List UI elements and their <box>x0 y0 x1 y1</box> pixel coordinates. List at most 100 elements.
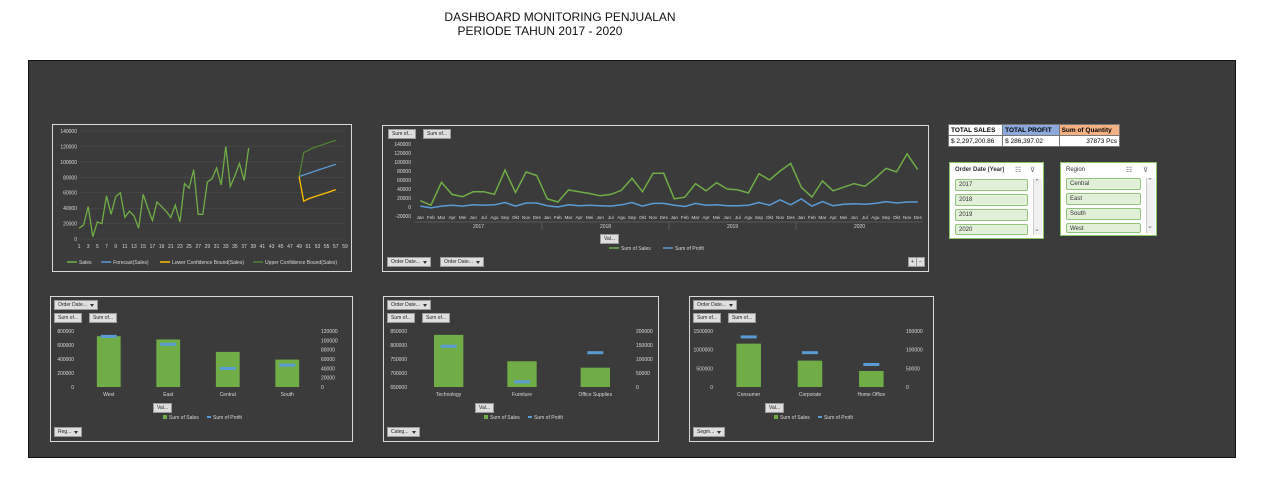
legend-label: Sum of Sales <box>169 415 199 421</box>
field-button-sum-sales[interactable]: Sum of... <box>388 129 417 139</box>
slicer-item-central[interactable]: Central <box>1066 178 1141 190</box>
category-label: Corporate <box>799 392 821 398</box>
region-filter[interactable]: Reg... <box>54 427 83 437</box>
y-tick-label: 20000 <box>397 196 411 202</box>
legend-label: Sum of Profit <box>534 415 564 421</box>
slicer-item-west[interactable]: West <box>1066 223 1141 233</box>
category-chart: 650000 700000 750000 800000 850000 0 50000 1000… <box>383 296 659 442</box>
category-label: Technology <box>436 392 462 398</box>
profit-marker-east <box>160 342 177 346</box>
series-line-3 <box>298 176 337 203</box>
category-label: East <box>163 392 174 398</box>
year-slicer-scrollbar[interactable] <box>1033 179 1042 235</box>
legend-label: Sum of Sales <box>780 415 810 421</box>
series-line-4 <box>298 139 337 177</box>
title-line-1: DASHBOARD MONITORING PENJUALAN <box>444 10 676 24</box>
legend-label: Sales <box>79 260 92 266</box>
order-date-filter[interactable]: Order Date... <box>387 300 431 310</box>
segment-chart: 0 500000 1000000 1500000 0 50000 100000 150000 C… <box>689 296 934 442</box>
legend-swatch <box>528 416 532 418</box>
x-tick-label: 41 <box>260 244 266 250</box>
sales-trend-chart-svg: -20000 0 20000 40000 60000 80000 100000 120000 1… <box>394 142 923 252</box>
y-tick-label: 0 <box>71 385 74 391</box>
field-button-sum-profit[interactable]: Sum of... <box>728 313 757 323</box>
clear-filter-icon[interactable]: ⊽ <box>1030 167 1036 174</box>
profit-marker-home-office <box>863 362 880 366</box>
values-button[interactable]: Val... <box>765 403 785 413</box>
values-button[interactable]: Val... <box>153 403 173 413</box>
sales-bar-office-supplies <box>580 367 610 387</box>
slicer-item-2020[interactable]: 2020 <box>955 224 1028 235</box>
order-date-filter-2[interactable]: Order Date... <box>440 257 484 267</box>
sales-bar-consumer <box>736 343 761 387</box>
x-tick-label: 57 <box>333 244 339 250</box>
profit-marker-technology <box>440 344 457 348</box>
series-line-2 <box>420 198 918 209</box>
multi-select-icon[interactable]: ☷ <box>1015 167 1022 174</box>
month-label: Jul <box>862 215 868 220</box>
year-slicer: Order Date (Year) ☷ ⊽ 2017 2018 2019 202… <box>949 162 1044 239</box>
order-date-filter[interactable]: Order Date... <box>54 300 98 310</box>
scroll-up-icon[interactable]: ⌃ <box>1034 179 1040 186</box>
values-button[interactable]: Val... <box>475 403 495 413</box>
field-button-sum-sales[interactable]: Sum of... <box>387 313 416 323</box>
kpi-value-profit: $ 286,397.02 <box>1002 135 1060 147</box>
multi-select-icon[interactable]: ☷ <box>1126 167 1133 174</box>
y2-tick-label: 200000 <box>636 329 653 335</box>
x-tick-label: 59 <box>342 244 348 250</box>
kpi-table: TOTAL SALES TOTAL PROFIT Sum of Quantity… <box>947 124 1121 147</box>
month-label: Des <box>787 215 796 220</box>
year-label: 2019 <box>727 224 738 230</box>
profit-marker-central <box>219 366 236 370</box>
sales-bar-home-office <box>859 370 884 387</box>
region-slicer-scrollbar[interactable] <box>1146 178 1155 233</box>
x-tick-label: 53 <box>315 244 321 250</box>
order-date-filter[interactable]: Order Date... <box>693 300 737 310</box>
y2-tick-label: 0 <box>906 385 909 391</box>
month-label: Okt <box>766 215 774 220</box>
sales-trend-chart: -20000 0 20000 40000 60000 80000 100000 120000 1… <box>382 125 929 272</box>
legend-swatch <box>484 415 488 419</box>
y-tick-label: 0 <box>408 205 411 211</box>
month-label: Mar <box>818 215 826 220</box>
legend-swatch <box>818 416 822 418</box>
sales-bar-east <box>156 339 181 387</box>
values-button[interactable]: Val... <box>600 234 620 244</box>
order-date-filter-1[interactable]: Order Date... <box>387 257 431 267</box>
sales-bar-west <box>96 336 121 387</box>
month-label: Jan <box>417 215 425 220</box>
scroll-down-icon[interactable]: ⌄ <box>1147 223 1153 230</box>
month-label: Jun <box>850 215 858 220</box>
x-tick-label: 39 <box>250 244 256 250</box>
slicer-item-2017[interactable]: 2017 <box>955 179 1028 191</box>
y-tick-label: 120000 <box>60 144 77 150</box>
field-button-sum-sales[interactable]: Sum of... <box>693 313 722 323</box>
field-button-sum-sales[interactable]: Sum of... <box>54 313 83 323</box>
kpi-header-profit: TOTAL PROFIT <box>1002 124 1060 136</box>
slicer-item-south[interactable]: South <box>1066 208 1141 220</box>
field-button-sum-profit[interactable]: Sum of... <box>422 313 451 323</box>
y2-tick-label: 60000 <box>321 357 335 363</box>
segment-filter[interactable]: Segm... <box>693 427 726 437</box>
scroll-down-icon[interactable]: ⌄ <box>1034 226 1040 233</box>
y2-tick-label: 50000 <box>906 366 920 372</box>
scroll-up-icon[interactable]: ⌃ <box>1147 178 1153 185</box>
x-tick-label: 49 <box>296 244 302 250</box>
slicer-item-2019[interactable]: 2019 <box>955 209 1028 221</box>
y-tick-label: 40000 <box>63 206 77 212</box>
field-button-sum-profit[interactable]: Sum of... <box>89 313 118 323</box>
slicer-item-east[interactable]: East <box>1066 193 1141 205</box>
x-tick-label: 5 <box>96 244 99 250</box>
y2-tick-label: 80000 <box>321 348 335 354</box>
category-filter[interactable]: Categ... <box>387 427 420 437</box>
x-tick-label: 27 <box>195 244 201 250</box>
clear-filter-icon[interactable]: ⊽ <box>1143 167 1149 174</box>
month-label: Nov <box>522 215 531 220</box>
slicer-item-2018[interactable]: 2018 <box>955 194 1028 206</box>
y-tick-label: 800000 <box>57 329 74 335</box>
field-button-sum-profit[interactable]: Sum of... <box>423 129 452 139</box>
y-tick-label: 140000 <box>394 142 411 148</box>
collapse-button[interactable]: − <box>916 257 925 267</box>
x-tick-label: 33 <box>223 244 229 250</box>
x-tick-label: 15 <box>140 244 146 250</box>
